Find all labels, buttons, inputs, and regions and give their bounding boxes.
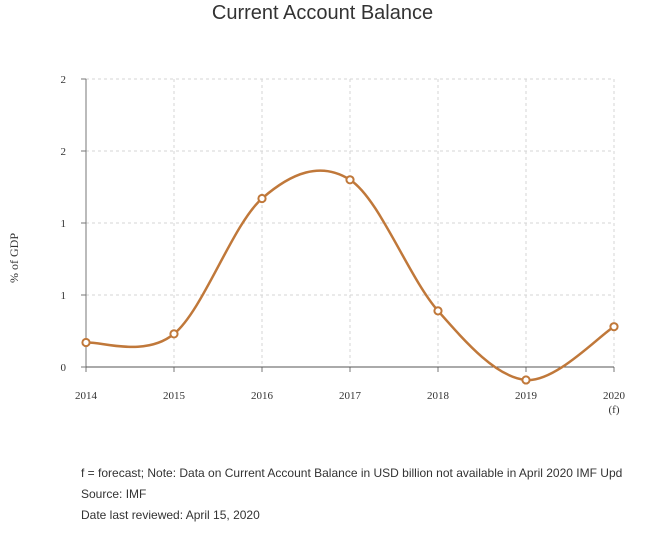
data-point[interactable] bbox=[345, 175, 355, 185]
x-tick-label: 2020 bbox=[603, 390, 626, 402]
x-tick-label: 2018 bbox=[427, 390, 450, 402]
x-tick-note-forecast: (f) bbox=[609, 404, 620, 416]
axes bbox=[81, 78, 615, 372]
footnote-source: Source: IMF bbox=[81, 487, 147, 501]
x-tick-label: 2017 bbox=[339, 390, 362, 402]
series-line bbox=[85, 169, 615, 382]
data-point[interactable] bbox=[609, 322, 619, 332]
x-tick-label: 2019 bbox=[515, 390, 538, 402]
line-chart: 0 1 1 2 2 2014 2015 2016 2017 2018 2019 2020 (f) % o… bbox=[7, 74, 626, 416]
data-point[interactable] bbox=[433, 306, 443, 316]
series-layer bbox=[85, 169, 615, 382]
x-tick-label: 2016 bbox=[251, 390, 274, 402]
y-axis-label: % of GDP bbox=[7, 233, 21, 283]
data-point[interactable] bbox=[169, 329, 179, 339]
y-tick-label: 1 bbox=[61, 290, 67, 302]
y-tick-label: 2 bbox=[61, 146, 67, 158]
y-tick-label: 0 bbox=[61, 362, 67, 374]
data-point[interactable] bbox=[257, 193, 267, 204]
chart-footnotes: f = forecast; Note: Data on Current Acco… bbox=[81, 463, 622, 526]
y-tick-label: 1 bbox=[61, 218, 67, 230]
x-tick-label: 2014 bbox=[75, 390, 98, 402]
footnote-forecast-note: f = forecast; Note: Data on Current Acco… bbox=[81, 466, 623, 480]
data-points bbox=[81, 175, 619, 385]
footnote-date-reviewed: Date last reviewed: April 15, 2020 bbox=[81, 508, 260, 522]
x-tick-label: 2015 bbox=[163, 390, 186, 402]
data-point[interactable] bbox=[521, 375, 531, 385]
data-point[interactable] bbox=[81, 337, 91, 348]
tick-labels: 0 1 1 2 2 2014 2015 2016 2017 2018 2019 2020 (f) bbox=[61, 74, 626, 416]
y-tick-label: 2 bbox=[61, 74, 67, 86]
chart-title: Current Account Balance bbox=[211, 2, 434, 24]
gridlines bbox=[86, 78, 615, 367]
